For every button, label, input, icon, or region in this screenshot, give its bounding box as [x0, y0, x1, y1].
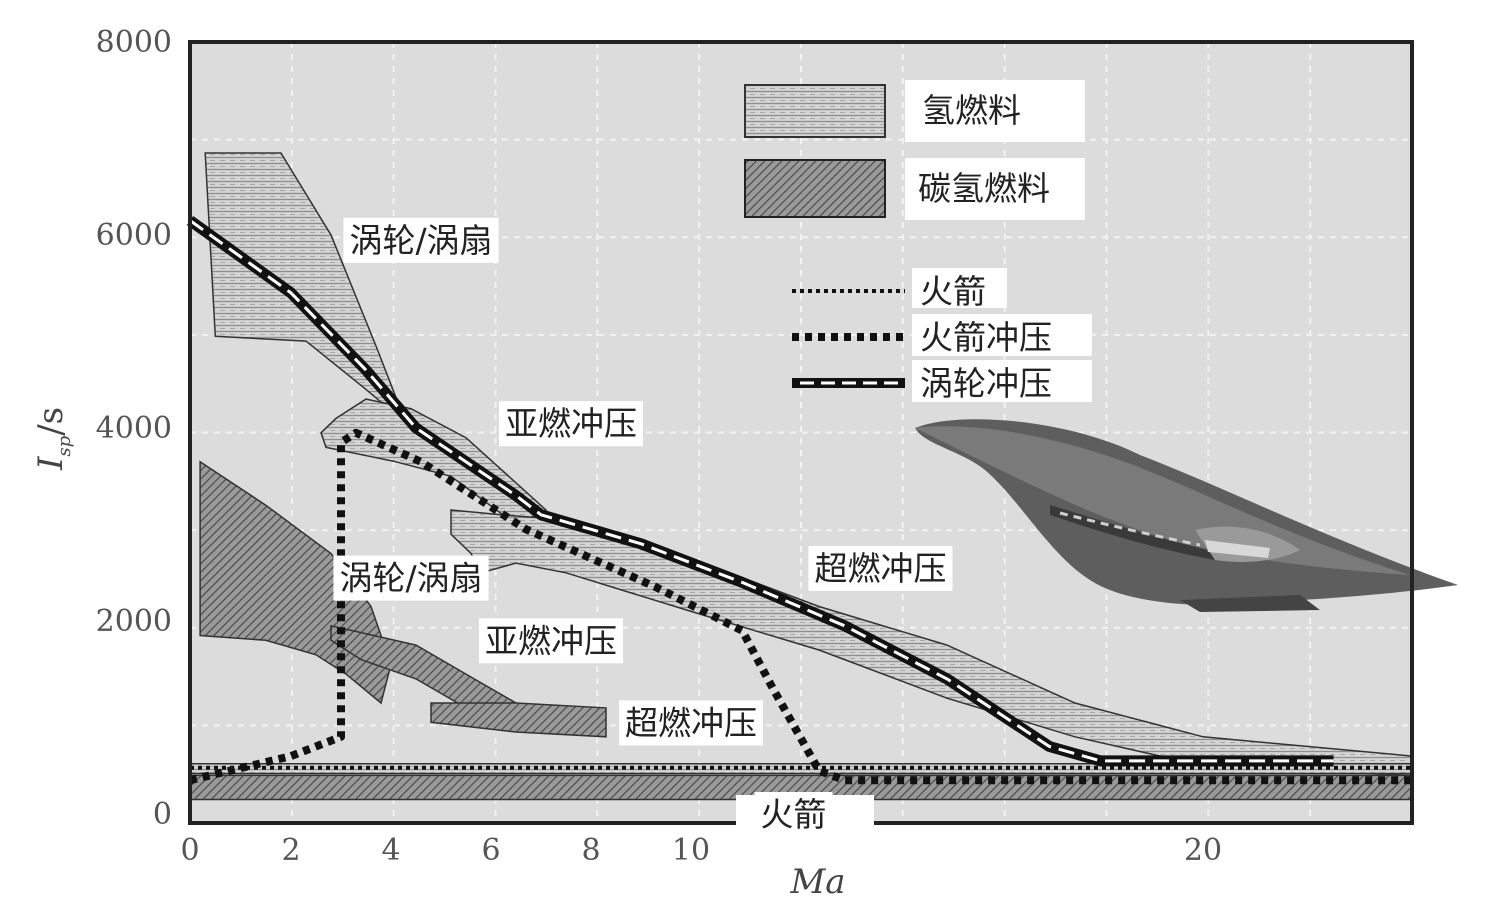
legend-label-hydrocarbon: 碳氢燃料: [918, 169, 1050, 208]
x-tick-label: 0: [180, 833, 199, 868]
legend-swatch-hydrogen: [744, 84, 886, 138]
region-label-bg: [619, 700, 763, 746]
legend-label-turbo-ramjet: 涡轮冲压: [920, 364, 1052, 403]
y-tick-label: 8000: [96, 25, 172, 60]
x-tick-label: 2: [281, 833, 300, 868]
legend: 氢燃料 碳氢燃料 火箭 火箭冲压 涡轮冲压: [744, 80, 1092, 403]
region-label-3: 涡轮/涡扇: [339, 559, 482, 598]
hypersonic-vehicle-illustration: [915, 419, 1458, 612]
x-tick-label: 6: [481, 833, 500, 868]
y-axis-label-main: I: [31, 456, 71, 471]
svg-text:Isp/s: Isp/s: [31, 407, 75, 471]
region-label-bg: [333, 555, 489, 601]
region-label-bg: [808, 545, 953, 591]
legend-label-rocket: 火箭: [920, 272, 986, 311]
region-label-6: 火箭: [760, 795, 826, 834]
legend-label-hydrogen: 氢燃料: [922, 91, 1021, 130]
region-label-bg: [343, 217, 499, 263]
series-line-turbo-ramjet-inner: [189, 219, 1334, 763]
region-label-1: 亚燃冲压: [505, 404, 637, 443]
y-axis-label-sub: sp: [54, 435, 75, 456]
x-tick-label: 10: [672, 833, 710, 868]
y-axis-label-unit: /s: [31, 407, 71, 436]
legend-swatch-hydrocarbon: [744, 159, 886, 218]
y-tick-label: 0: [153, 797, 172, 832]
region-1: [320, 398, 548, 526]
x-tick-label: 4: [381, 833, 400, 868]
y-tick-label: 2000: [96, 604, 172, 639]
y-tick-label: 4000: [96, 411, 172, 446]
region-label-5: 超燃冲压: [625, 703, 757, 742]
region-label-bg: [479, 618, 623, 664]
isp-lines: [186, 216, 1412, 785]
series-line-rocket-ramjet: [189, 428, 1412, 785]
region-label-2: 超燃冲压: [814, 549, 946, 588]
x-tick-label: 20: [1184, 833, 1222, 868]
region-label-bg: [499, 401, 643, 447]
region-5: [430, 702, 607, 738]
x-axis-label: Ma: [789, 862, 845, 902]
region-label-0: 涡轮/涡扇: [349, 221, 492, 260]
region-label-4: 亚燃冲压: [485, 621, 617, 660]
legend-label-rocket-ramjet: 火箭冲压: [920, 318, 1052, 357]
y-axis-label: Isp/s: [31, 407, 75, 471]
region-label-bg: [754, 792, 833, 837]
x-tick-label: 8: [581, 833, 600, 868]
axis-ticks: 0 2 4 6 8 10 20 0 2000 4000 6000 8000: [96, 25, 1222, 868]
y-tick-label: 6000: [96, 218, 172, 253]
